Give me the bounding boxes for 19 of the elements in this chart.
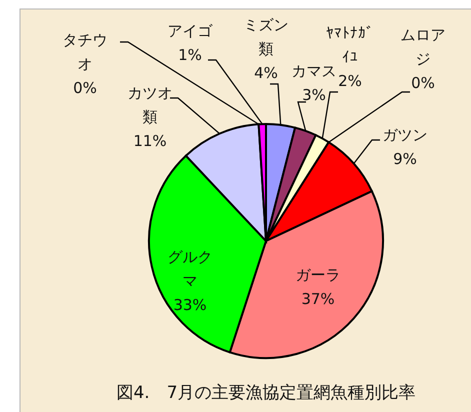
text: 図4. 7月の主要漁協定置網魚種別比率	[116, 383, 416, 403]
data-label: 11%	[133, 132, 167, 150]
slice-label: ガーラ	[296, 266, 340, 284]
text: 0%	[411, 74, 435, 92]
data-label: 2%	[338, 72, 362, 90]
slice-label: アイゴ	[168, 22, 214, 40]
category-label: ムロアジ	[400, 26, 446, 68]
data-label: 9%	[393, 150, 417, 168]
slice-label: ミズン類	[244, 16, 288, 58]
data-label: 37%	[301, 290, 335, 308]
slice-label: ガツン	[382, 126, 428, 144]
data-label: 1%	[178, 46, 202, 64]
text: 0%	[73, 79, 97, 97]
data-label: 33%	[173, 296, 207, 314]
slice-label: グルクマ	[168, 248, 212, 290]
category-label: タチウオ	[62, 31, 108, 73]
slice-label: カツオ類	[128, 84, 172, 126]
data-label: 3%	[302, 86, 326, 104]
data-label: 4%	[254, 64, 278, 82]
